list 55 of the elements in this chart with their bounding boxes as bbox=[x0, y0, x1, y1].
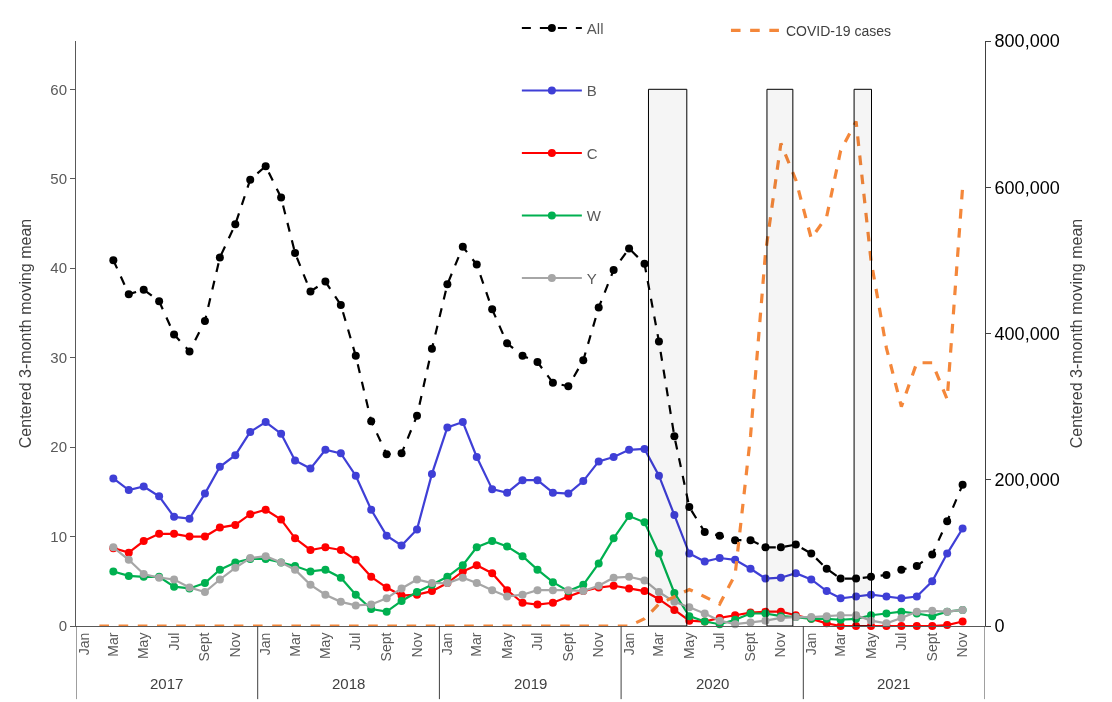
x-tick-label: Jul bbox=[892, 632, 909, 651]
legend-label: C bbox=[586, 144, 598, 162]
x-tick-label: Mar bbox=[468, 632, 485, 657]
x-tick-label: Mar bbox=[104, 632, 121, 657]
text: 2018 bbox=[332, 675, 366, 692]
x-tick-label: Sept bbox=[742, 632, 759, 662]
x-tick-label: May bbox=[316, 632, 333, 660]
y-tick-label: 20 bbox=[50, 438, 67, 456]
x-tick-label: Jan bbox=[75, 632, 92, 656]
y-tick-label: 30 bbox=[50, 348, 67, 366]
x-tick-label: Jan bbox=[802, 632, 819, 656]
x-tick-label: Jan bbox=[620, 632, 637, 656]
x-tick-label: Nov bbox=[590, 632, 607, 658]
x-tick-label: Nov bbox=[226, 632, 243, 658]
x-tick-label: Nov bbox=[954, 632, 971, 658]
x-tick-label: Jul bbox=[529, 632, 546, 651]
legend-label: B bbox=[586, 82, 597, 100]
y2-axis-title: Centered 3-month moving mean bbox=[1068, 218, 1086, 449]
x-tick-label: Nov bbox=[772, 632, 789, 658]
legend-label: W bbox=[586, 207, 602, 225]
x-tick-label: Jul bbox=[347, 632, 364, 651]
legend-label: Y bbox=[586, 269, 597, 287]
x-tick-label: May bbox=[862, 632, 879, 660]
x-tick-label: Jan bbox=[257, 632, 274, 656]
x-tick-label: Sept bbox=[378, 632, 395, 662]
x-tick-label: Sept bbox=[923, 632, 940, 662]
x-tick-label: Jan bbox=[438, 632, 455, 656]
y-tick-label: 40 bbox=[50, 259, 67, 277]
x-tick-label: Mar bbox=[286, 632, 303, 657]
x-tick-label: Jul bbox=[711, 632, 728, 651]
y-axis-title: Centered 3-month moving mean bbox=[17, 218, 35, 449]
x-tick-label: May bbox=[135, 632, 152, 660]
legend-label: All bbox=[586, 19, 604, 37]
x-tick-label: May bbox=[498, 632, 515, 660]
y2-tick-label: 800,000 bbox=[994, 31, 1060, 52]
y2-tick-label: 200,000 bbox=[994, 470, 1060, 491]
x-tick-label: May bbox=[680, 632, 697, 660]
text: 2021 bbox=[877, 675, 911, 692]
x-tick-label: Sept bbox=[196, 632, 213, 662]
y-tick-label: 10 bbox=[50, 527, 67, 545]
y-tick-label: 50 bbox=[50, 170, 67, 187]
x-tick-label: Nov bbox=[408, 632, 425, 658]
text: 2019 bbox=[514, 675, 548, 692]
x-tick-label: Mar bbox=[832, 632, 849, 657]
y2-tick-label: 400,000 bbox=[994, 323, 1060, 344]
y-tick-label: 60 bbox=[50, 80, 67, 98]
text: 2020 bbox=[696, 675, 730, 692]
x-tick-label: Mar bbox=[650, 632, 667, 657]
x-tick-label: Sept bbox=[559, 632, 576, 662]
x-tick-label: Jul bbox=[165, 632, 182, 651]
y2-tick-label: 600,000 bbox=[994, 177, 1060, 198]
legend-label: COVID-19 cases bbox=[785, 22, 891, 39]
text: 2017 bbox=[150, 675, 184, 692]
y2-tick-label: 0 bbox=[994, 616, 1005, 637]
y-tick-label: 0 bbox=[58, 617, 67, 635]
